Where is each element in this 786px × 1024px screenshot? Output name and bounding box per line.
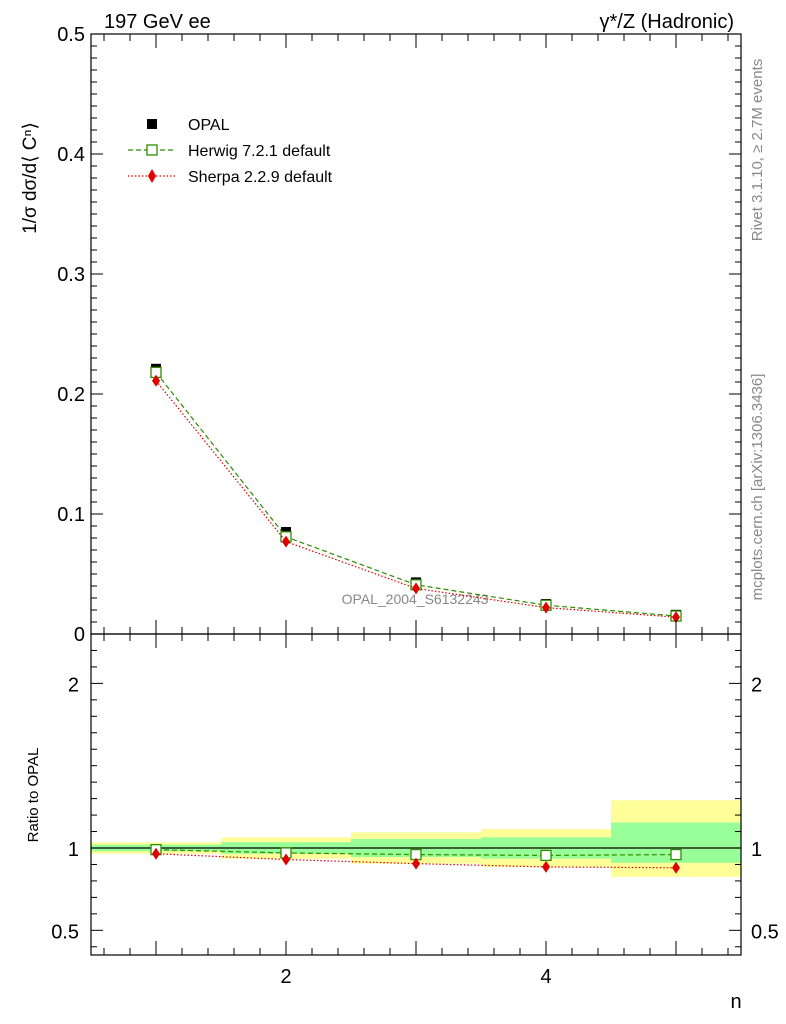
main-point-sherpa-3	[412, 582, 420, 595]
ratio-point-sherpa-3	[412, 857, 420, 870]
mcplots-label: mcplots.cern.ch [arXiv:1306.3436]	[749, 374, 766, 601]
ratio-point-herwig-4	[540, 849, 552, 862]
ratio-y-tick-label-right-1: 1	[751, 839, 762, 861]
ratio-point-sherpa-2	[282, 853, 290, 866]
ratio-point-herwig-5	[670, 848, 682, 861]
main-line-sherpa	[155, 380, 677, 618]
ratio-y-tick-label-left-1: 1	[68, 839, 79, 861]
legend-marker-herwig	[146, 144, 158, 156]
ratio-y-tick-label-left-0: 0.5	[51, 921, 79, 943]
legend-marker-opal	[147, 119, 157, 129]
y-axis-label-main: 1/σ dσ/d⟨ Cⁿ⟩	[20, 122, 41, 234]
main-point-sherpa-2	[282, 535, 290, 548]
legend-entry-herwig: Herwig 7.2.1 default	[128, 143, 331, 160]
y-axis-label-ratio: Ratio to OPAL	[25, 748, 42, 843]
ratio-y-tick-label-left-2: 2	[68, 674, 79, 696]
x-tick-label-1: 4	[540, 966, 551, 988]
analysis-label: OPAL_2004_S6132243	[342, 591, 489, 607]
main-y-tick-label-2: 0.2	[57, 384, 85, 406]
ratio-y-tick-label-right-0: 0.5	[751, 921, 779, 943]
main-point-sherpa-1	[152, 374, 160, 387]
main-y-tick-label-4: 0.4	[57, 144, 85, 166]
main-y-tick-label-5: 0.5	[57, 24, 85, 46]
legend-entry-opal: OPAL	[147, 117, 230, 134]
ratio-y-tick-label-right-2: 2	[751, 674, 762, 696]
legend-label-sherpa: Sherpa 2.2.9 default	[188, 169, 333, 186]
x-axis-label: n	[730, 991, 741, 1013]
ratio-point-sherpa-5	[672, 861, 680, 874]
main-point-sherpa-4	[542, 601, 550, 614]
legend: OPAL Herwig 7.2.1 default Sherpa 2.2.9 d…	[128, 117, 333, 186]
rivet-label: Rivet 3.1.10, ≥ 2.7M events	[749, 59, 766, 242]
ratio-point-sherpa-1	[152, 847, 160, 860]
ratio-series	[150, 843, 682, 874]
axes: 0 0.1 0.2 0.3 0.4 0.5 0.5 0.5 1 1 2 2 2 4	[51, 24, 779, 988]
legend-label-herwig: Herwig 7.2.1 default	[188, 143, 331, 160]
ratio-point-sherpa-4	[542, 860, 550, 873]
ratio-plot-frame	[90, 633, 742, 956]
main-y-tick-label-0: 0	[74, 624, 85, 646]
main-series	[150, 363, 682, 624]
title-right: γ*/Z (Hadronic)	[600, 11, 734, 33]
legend-marker-sherpa	[148, 169, 156, 183]
title-left: 197 GeV ee	[104, 11, 211, 33]
main-point-sherpa-5	[672, 611, 680, 624]
main-y-tick-label-3: 0.3	[57, 264, 85, 286]
legend-label-opal: OPAL	[188, 117, 230, 134]
legend-entry-sherpa: Sherpa 2.2.9 default	[128, 169, 333, 186]
x-tick-label-0: 2	[280, 966, 291, 988]
main-y-tick-label-1: 0.1	[57, 504, 85, 526]
